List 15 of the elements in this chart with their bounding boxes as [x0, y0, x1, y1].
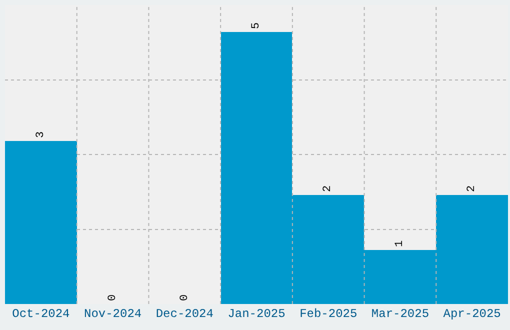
data-label: 3 — [35, 131, 47, 138]
x-tick-label: Dec-2024 — [156, 307, 214, 321]
data-label: 0 — [179, 294, 191, 301]
x-tick-label: Apr-2025 — [443, 307, 501, 321]
bar — [5, 141, 77, 304]
data-label: 2 — [466, 185, 478, 192]
x-tick-label: Nov-2024 — [84, 307, 142, 321]
x-tick-label: Jan-2025 — [228, 307, 286, 321]
data-label: 1 — [394, 240, 406, 247]
data-label: 0 — [107, 294, 119, 301]
data-label: 2 — [322, 185, 334, 192]
data-label: 5 — [250, 22, 262, 29]
x-tick-label: Mar-2025 — [371, 307, 430, 321]
x-tick-label: Oct-2024 — [12, 307, 70, 321]
x-tick-label: Feb-2025 — [300, 307, 358, 321]
